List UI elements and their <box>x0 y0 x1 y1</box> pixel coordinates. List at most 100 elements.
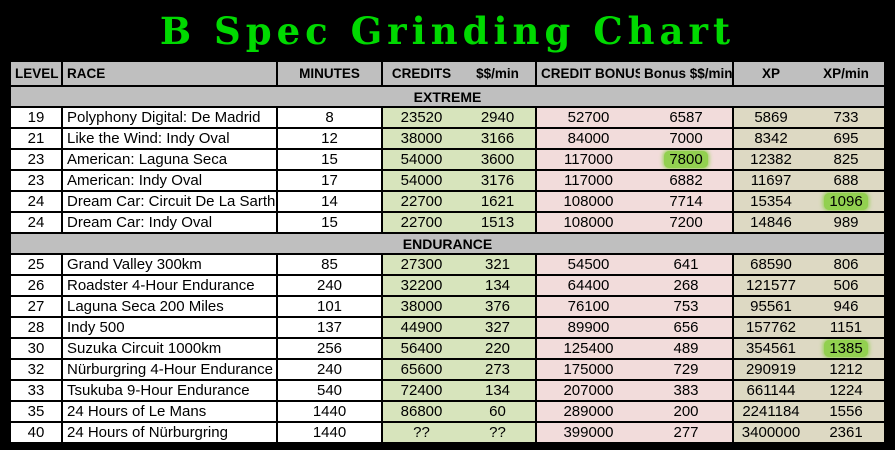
cell-credit-bonus: 84000 <box>536 127 640 150</box>
cell-xp: 290919 <box>733 358 808 381</box>
cell-credits-per-min: 3166 <box>460 127 537 150</box>
cell-bonus-per-min: 7000 <box>640 127 734 150</box>
cell-race: Indy 500 <box>62 316 278 339</box>
cell-minutes: 1440 <box>277 400 383 423</box>
cell-credits: 65600 <box>382 358 460 381</box>
cell-xp: 68590 <box>733 253 808 276</box>
section-row-endurance: ENDURANCE <box>9 232 886 255</box>
cell-race: Grand Valley 300km <box>62 253 278 276</box>
cell-xp-per-min: 1224 <box>808 379 886 402</box>
cell-credits: ?? <box>382 421 460 444</box>
highlighted-value: 7800 <box>664 151 708 168</box>
cell-level: 23 <box>9 148 63 171</box>
column-header-credits-per-min: $$/min <box>460 60 537 87</box>
cell-credits: 38000 <box>382 127 460 150</box>
cell-bonus-per-min: 200 <box>640 400 734 423</box>
cell-xp-per-min: 1385 <box>808 337 886 360</box>
cell-xp: 354561 <box>733 337 808 360</box>
cell-level: 24 <box>9 190 63 213</box>
cell-credit-bonus: 175000 <box>536 358 640 381</box>
cell-race: Like the Wind: Indy Oval <box>62 127 278 150</box>
cell-xp: 11697 <box>733 169 808 192</box>
cell-credits-per-min: 3176 <box>460 169 537 192</box>
cell-minutes: 12 <box>277 127 383 150</box>
cell-race: Polyphony Digital: De Madrid <box>62 106 278 129</box>
column-header-credits: CREDITS <box>382 60 460 87</box>
cell-level: 40 <box>9 421 63 444</box>
table-row: 32 Nürburgring 4-Hour Endurance 240 65600 27… <box>9 358 886 381</box>
table-row: 19 Polyphony Digital: De Madrid 8 23520 2940… <box>9 106 886 129</box>
cell-race: Roadster 4-Hour Endurance <box>62 274 278 297</box>
cell-bonus-per-min: 656 <box>640 316 734 339</box>
cell-race: Dream Car: Indy Oval <box>62 211 278 234</box>
cell-credits: 32200 <box>382 274 460 297</box>
column-header-race: RACE <box>62 60 278 87</box>
cell-xp: 157762 <box>733 316 808 339</box>
cell-credits-per-min: 220 <box>460 337 537 360</box>
cell-xp: 15354 <box>733 190 808 213</box>
cell-xp-per-min: 1151 <box>808 316 886 339</box>
cell-minutes: 8 <box>277 106 383 129</box>
cell-credits: 23520 <box>382 106 460 129</box>
cell-bonus-per-min: 489 <box>640 337 734 360</box>
highlighted-value: 1096 <box>824 193 868 210</box>
table-row: 24 Dream Car: Circuit De La Sarth 14 22700 1… <box>9 190 886 213</box>
cell-minutes: 15 <box>277 211 383 234</box>
cell-minutes: 14 <box>277 190 383 213</box>
cell-credits: 44900 <box>382 316 460 339</box>
section-row-extreme: EXTREME <box>9 85 886 108</box>
cell-credits-per-min: 2940 <box>460 106 537 129</box>
cell-credit-bonus: 207000 <box>536 379 640 402</box>
cell-credit-bonus: 89900 <box>536 316 640 339</box>
cell-level: 33 <box>9 379 63 402</box>
cell-xp-per-min: 989 <box>808 211 886 234</box>
cell-credit-bonus: 117000 <box>536 148 640 171</box>
cell-credits-per-min: 321 <box>460 253 537 276</box>
cell-credits-per-min: 327 <box>460 316 537 339</box>
table-row: 23 American: Indy Oval 17 54000 3176 117000 68… <box>9 169 886 192</box>
cell-level: 27 <box>9 295 63 318</box>
cell-credits-per-min: 1513 <box>460 211 537 234</box>
table-row: 24 Dream Car: Indy Oval 15 22700 1513 108000 7… <box>9 211 886 234</box>
section-header-extreme: EXTREME <box>9 85 886 108</box>
cell-xp-per-min: 506 <box>808 274 886 297</box>
cell-credits-per-min: 1621 <box>460 190 537 213</box>
cell-bonus-per-min: 729 <box>640 358 734 381</box>
header-row: LEVEL RACE MINUTES CREDITS $$/min CREDIT… <box>9 60 886 87</box>
cell-minutes: 240 <box>277 274 383 297</box>
cell-credits: 38000 <box>382 295 460 318</box>
cell-bonus-per-min: 753 <box>640 295 734 318</box>
cell-credits-per-min: 376 <box>460 295 537 318</box>
cell-level: 25 <box>9 253 63 276</box>
cell-credits-per-min: ?? <box>460 421 537 444</box>
cell-xp-per-min: 688 <box>808 169 886 192</box>
cell-level: 24 <box>9 211 63 234</box>
column-header-level: LEVEL <box>9 60 63 87</box>
cell-credits-per-min: 3600 <box>460 148 537 171</box>
cell-xp-per-min: 1212 <box>808 358 886 381</box>
column-header-minutes: MINUTES <box>277 60 383 87</box>
cell-credit-bonus: 289000 <box>536 400 640 423</box>
section-header-endurance: ENDURANCE <box>9 232 886 255</box>
cell-bonus-per-min: 7714 <box>640 190 734 213</box>
cell-credits: 27300 <box>382 253 460 276</box>
table-row: 30 Suzuka Circuit 1000km 256 56400 220 125400… <box>9 337 886 360</box>
table-row: 21 Like the Wind: Indy Oval 12 38000 3166 840… <box>9 127 886 150</box>
cell-credits: 72400 <box>382 379 460 402</box>
cell-credits-per-min: 134 <box>460 379 537 402</box>
cell-xp: 5869 <box>733 106 808 129</box>
cell-xp-per-min: 695 <box>808 127 886 150</box>
cell-race: Tsukuba 9-Hour Endurance <box>62 379 278 402</box>
cell-minutes: 1440 <box>277 421 383 444</box>
cell-xp: 95561 <box>733 295 808 318</box>
cell-credits-per-min: 273 <box>460 358 537 381</box>
cell-credit-bonus: 64400 <box>536 274 640 297</box>
cell-xp: 8342 <box>733 127 808 150</box>
cell-minutes: 256 <box>277 337 383 360</box>
cell-minutes: 101 <box>277 295 383 318</box>
cell-level: 28 <box>9 316 63 339</box>
cell-minutes: 540 <box>277 379 383 402</box>
cell-bonus-per-min: 383 <box>640 379 734 402</box>
cell-credits-per-min: 60 <box>460 400 537 423</box>
